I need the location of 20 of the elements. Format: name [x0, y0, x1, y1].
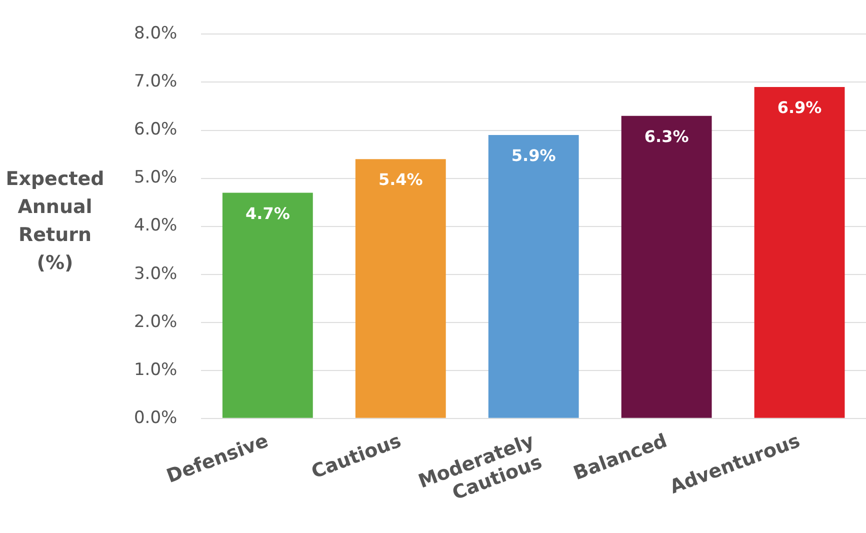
y-tick-label: 6.0% — [134, 120, 178, 140]
y-tick-label: 0.0% — [134, 408, 178, 428]
y-tick-label: 3.0% — [134, 264, 178, 284]
bar — [488, 135, 579, 418]
y-tick-label: 4.0% — [134, 216, 178, 236]
bar — [754, 87, 845, 418]
data-label: 5.4% — [378, 170, 423, 190]
data-label: 6.3% — [644, 127, 689, 146]
bar — [355, 159, 446, 418]
y-tick-label: 2.0% — [134, 312, 178, 332]
data-label: 4.7% — [245, 204, 290, 223]
y-tick-label: 5.0% — [134, 168, 178, 188]
data-label: 5.9% — [511, 146, 556, 166]
y-tick-label: 8.0% — [134, 24, 178, 44]
y-tick-label: 1.0% — [134, 360, 178, 380]
bar — [621, 116, 712, 418]
y-tick-label: 7.0% — [134, 72, 178, 92]
bar — [222, 192, 313, 418]
data-label: 6.9% — [777, 98, 822, 118]
y-axis-title: Expected Annual Return (%) — [4, 167, 106, 276]
